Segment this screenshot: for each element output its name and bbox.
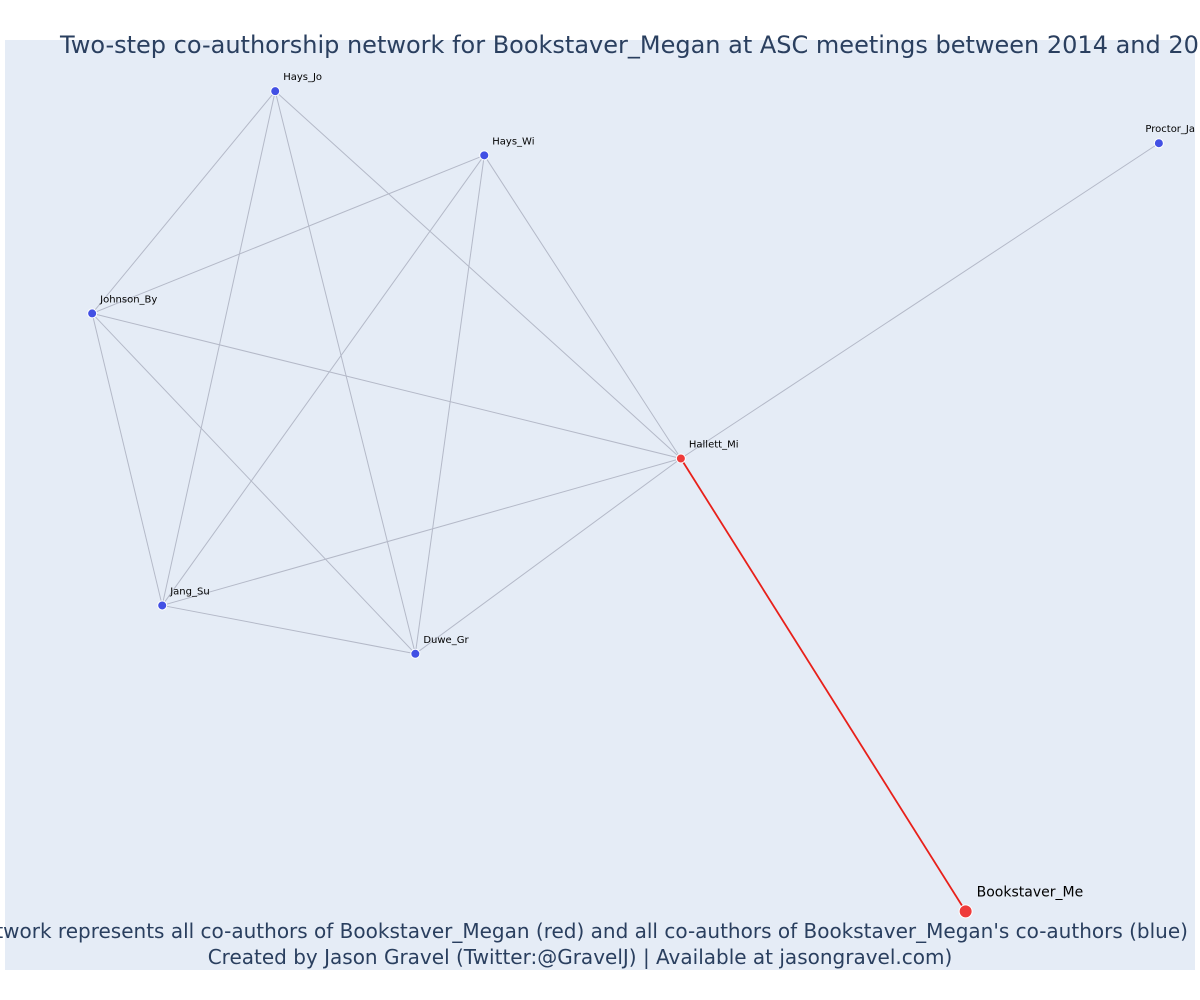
- caption-line-1: Network represents all co-authors of Boo…: [0, 919, 1188, 943]
- node-label-hays-wi: Hays_Wi: [492, 136, 534, 147]
- nodes-layer: [87, 86, 1164, 919]
- node-label-bookstaver-me: Bookstaver_Me: [977, 884, 1084, 900]
- edge-johnson_by-jang_su: [91, 313, 163, 606]
- node-label-proctor-ja: Proctor_Ja: [1145, 124, 1195, 135]
- edge-jang_su-hallett_mi: [162, 458, 682, 606]
- node-duwe-gr[interactable]: [410, 648, 421, 659]
- edges-layer: [91, 90, 1160, 912]
- caption-line-2: Created by Jason Gravel (Twitter:@Gravel…: [208, 945, 953, 969]
- edge-hays_wi-johnson_by: [91, 154, 485, 314]
- edge-hays_jo-duwe_gr: [274, 91, 416, 654]
- plot-area: [5, 40, 1195, 970]
- node-proctor-ja[interactable]: [1153, 138, 1164, 149]
- node-hays-jo[interactable]: [270, 86, 281, 97]
- edge-hays_jo-jang_su: [161, 91, 276, 606]
- edge-hays_jo-hallett_mi: [274, 90, 682, 459]
- edge-hays_wi-duwe_gr: [414, 155, 485, 654]
- edge-johnson_by-duwe_gr: [91, 313, 416, 655]
- edge-hays_jo-johnson_by: [91, 90, 276, 314]
- node-johnson-by[interactable]: [87, 308, 98, 319]
- node-label-duwe-gr: Duwe_Gr: [423, 635, 469, 646]
- edge-jang_su-duwe_gr: [162, 604, 416, 655]
- labels-layer: Hays_Jo Hays_Wi Proctor_Ja Johnson_By Hallet…: [99, 72, 1195, 900]
- node-label-johnson-by: Johnson_By: [99, 294, 157, 305]
- chart-title: Two-step co-authorship network for Books…: [59, 31, 1200, 59]
- node-hallett-mi[interactable]: [675, 453, 686, 464]
- edge-proctor_ja-hallett_mi: [680, 142, 1160, 459]
- edge-hallett_mi-bookstaver_me: [680, 458, 967, 912]
- edge-hays_wi-hallett_mi: [483, 155, 682, 459]
- node-label-jang-su: Jang_Su: [169, 586, 209, 597]
- edge-hays_wi-jang_su: [161, 155, 485, 606]
- node-label-hays-jo: Hays_Jo: [283, 72, 322, 83]
- edge-duwe_gr-hallett_mi: [415, 458, 682, 655]
- node-label-hallett-mi: Hallett_Mi: [689, 440, 739, 451]
- node-hays-wi[interactable]: [479, 150, 490, 161]
- node-jang-su[interactable]: [157, 600, 168, 611]
- node-bookstaver-me[interactable]: [958, 904, 973, 919]
- edge-johnson_by-hallett_mi: [92, 312, 681, 459]
